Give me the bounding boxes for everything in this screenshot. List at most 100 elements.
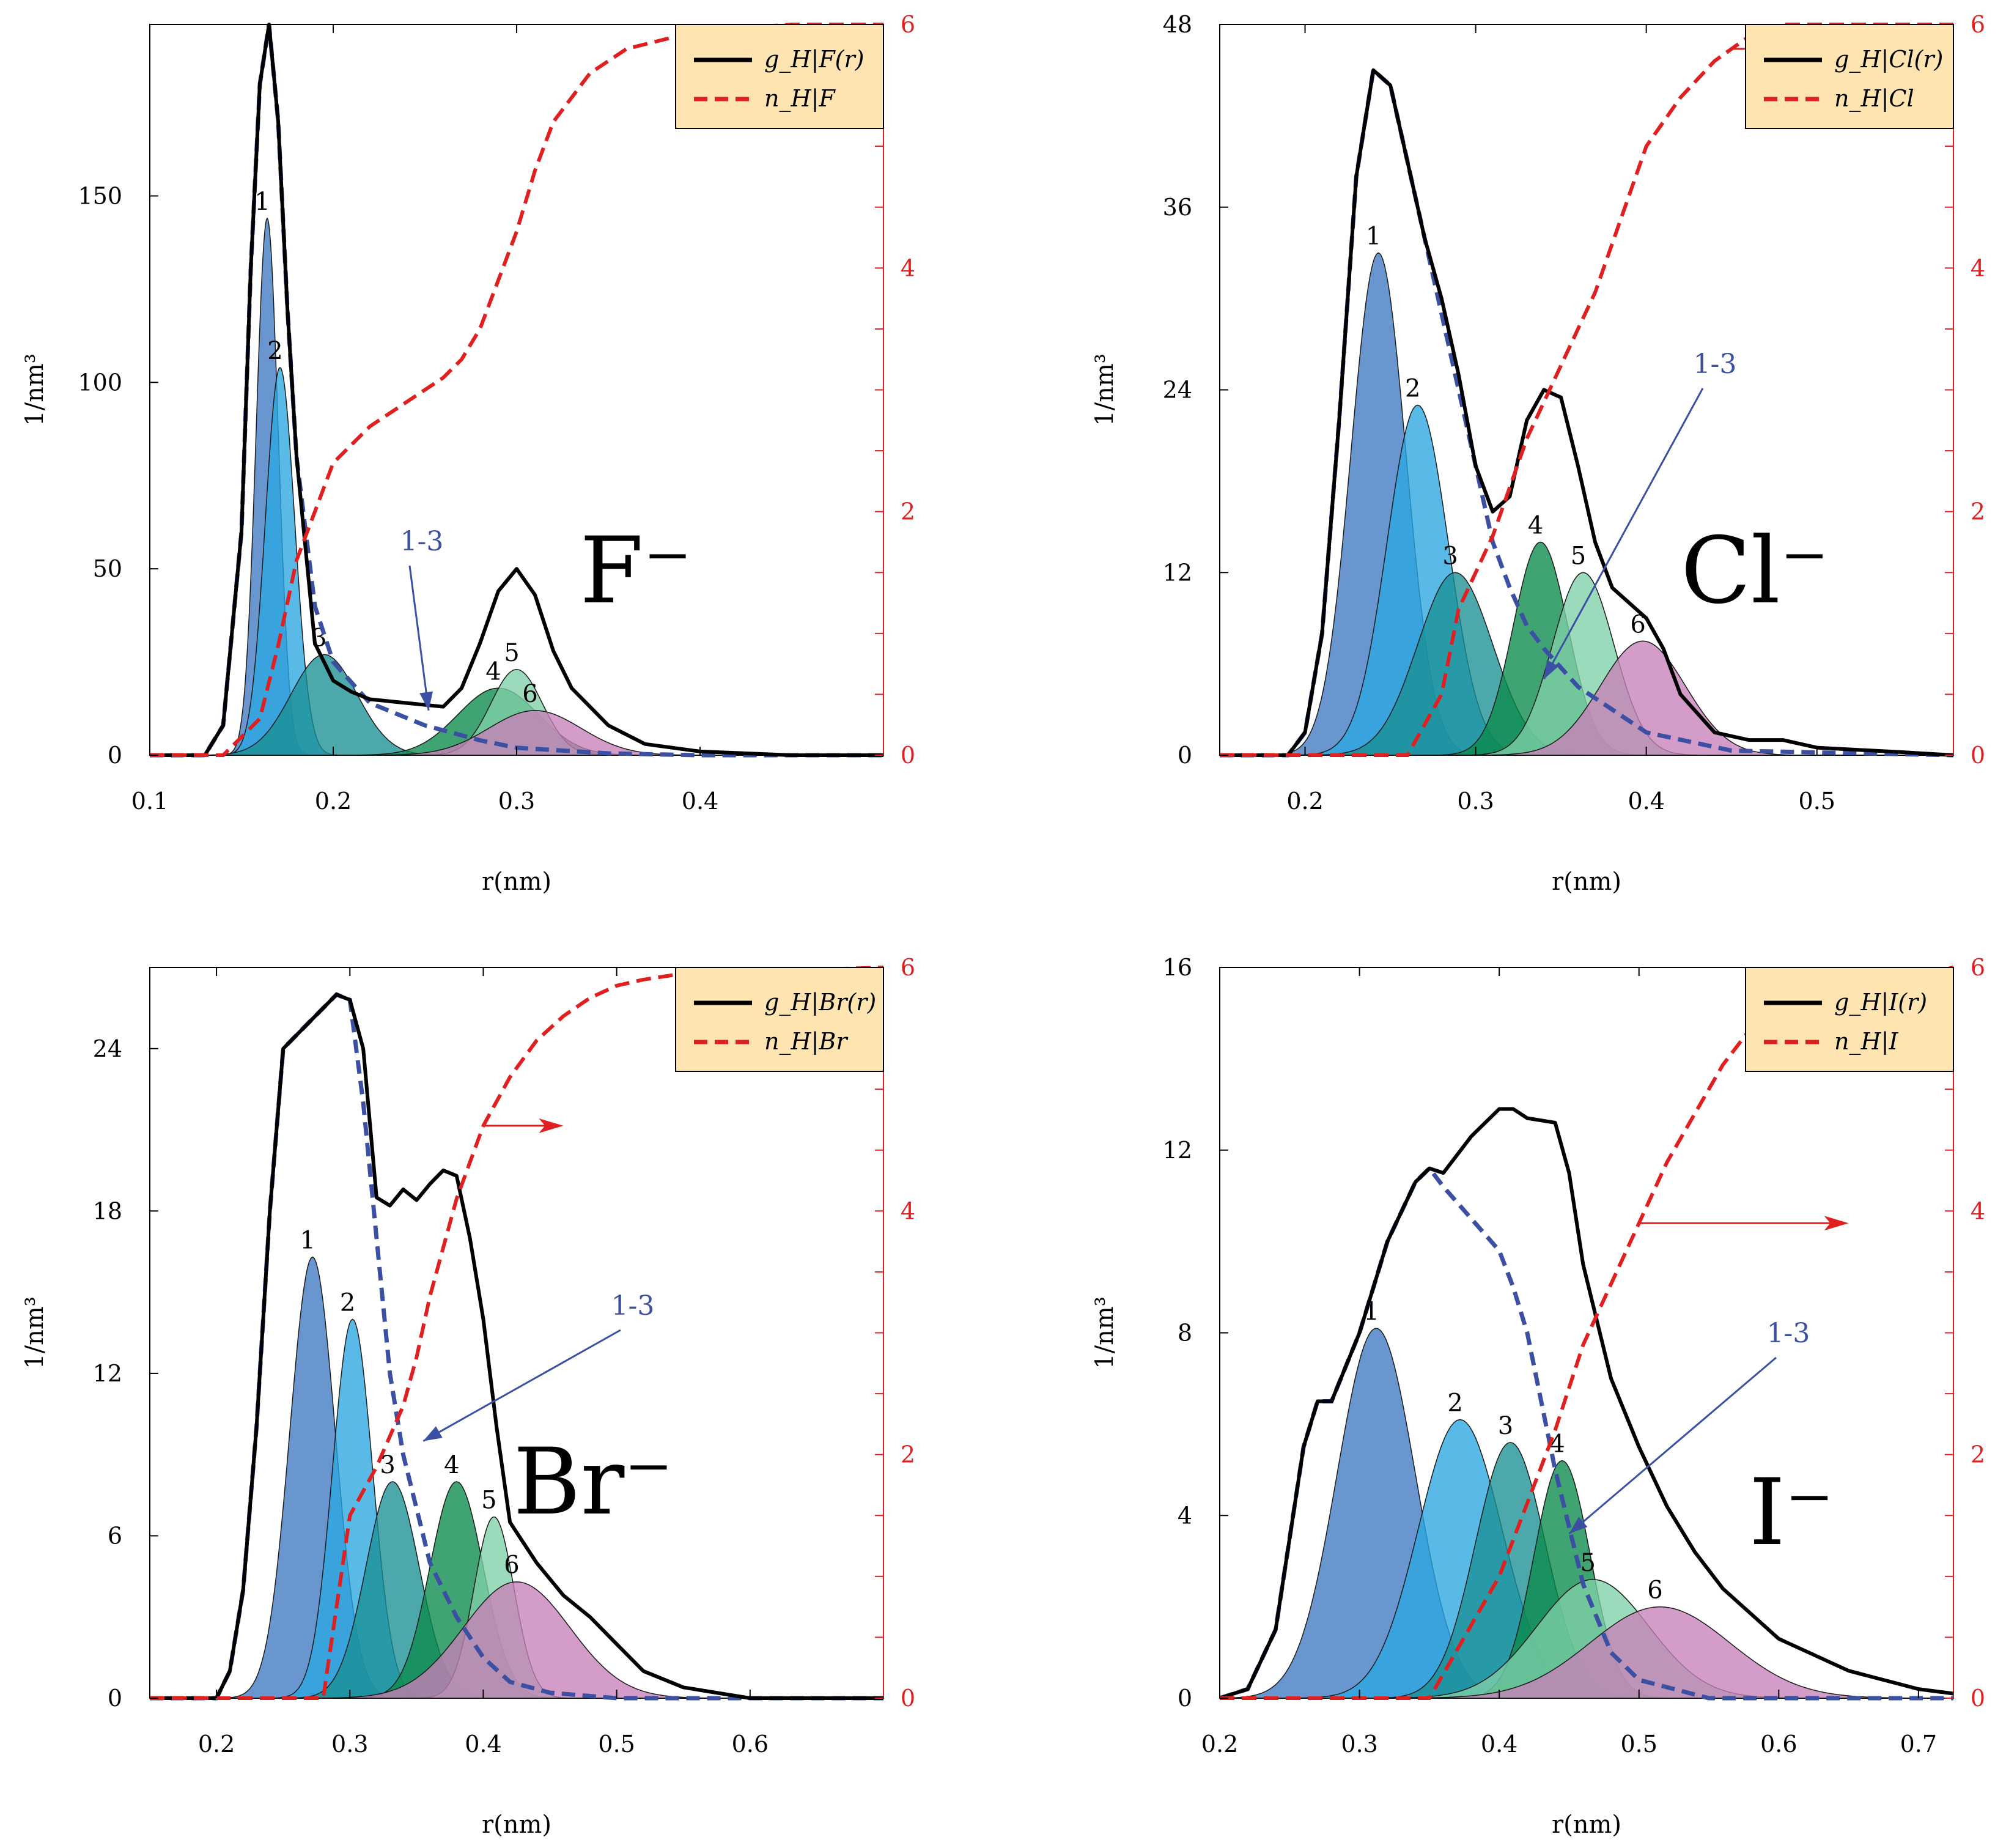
annotation-arrowhead	[423, 1426, 443, 1441]
peak-label-5: 5	[504, 639, 519, 667]
y-tick-label: 150	[78, 182, 122, 209]
y2-tick-label: 6	[1971, 11, 1985, 38]
y-tick-label: 0	[1178, 742, 1192, 769]
legend-g-label: g_H|F(r)	[764, 46, 864, 73]
legend-g-label: g_H|I(r)	[1834, 989, 1927, 1016]
annotation-1-3: 1-3	[400, 526, 444, 557]
x-tick-label: 0.3	[498, 788, 535, 815]
y-tick-label: 0	[108, 742, 122, 769]
peak-label-5: 5	[481, 1486, 496, 1514]
peak-label-2: 2	[1447, 1389, 1462, 1417]
annotation-1-3: 1-3	[1767, 1318, 1810, 1349]
annotation-1-3: 1-3	[611, 1290, 655, 1321]
legend-n-label: n_H|I	[1834, 1028, 1898, 1055]
legend-g-label: g_H|Br(r)	[764, 989, 876, 1016]
annotation-arrow	[1543, 388, 1704, 680]
y-axis-title: 1/nm³	[1091, 1296, 1119, 1369]
g-line	[150, 992, 883, 1700]
peak-label-5: 5	[1580, 1549, 1596, 1577]
legend-box	[675, 967, 884, 1072]
x-tick-label: 0.4	[465, 1731, 501, 1757]
peak-area-6	[328, 710, 742, 756]
peak-label-2: 2	[1405, 374, 1420, 402]
legend-box	[1745, 24, 1954, 129]
peak-areas	[175, 217, 742, 756]
y2-tick-label: 0	[901, 1685, 915, 1712]
annotation-arrow	[422, 1329, 621, 1442]
peak-label-2: 2	[340, 1288, 355, 1317]
y2-tick-label: 6	[1971, 954, 1985, 981]
annotation-arrowhead	[1544, 659, 1559, 679]
n-line	[150, 966, 884, 1700]
peak-area-6	[276, 1581, 757, 1699]
legend-n-label: n_H|Cl	[1834, 85, 1914, 113]
y-tick-label: 0	[108, 1685, 122, 1712]
ion-label: F⁻	[580, 518, 691, 624]
x-tick-label: 0.5	[1799, 788, 1835, 815]
peak-label-6: 6	[1647, 1576, 1662, 1605]
annotation-arrowhead	[419, 691, 433, 711]
y-tick-label: 12	[1163, 1137, 1192, 1164]
x-tick-label: 0.2	[315, 788, 352, 815]
y-axis-title: 1/nm³	[1091, 353, 1119, 426]
right-axis-arrowhead	[539, 1118, 564, 1133]
peak-label-3: 3	[1442, 542, 1458, 570]
peak-area-6	[1451, 640, 1835, 756]
x-tick-label: 0.3	[1457, 788, 1494, 815]
peak-label-4: 4	[485, 657, 501, 686]
annotation-1-3: 1-3	[1694, 349, 1737, 380]
x-axis-title: r(nm)	[482, 1811, 551, 1839]
peak-label-6: 6	[504, 1551, 519, 1580]
x-tick-label: 0.4	[1628, 788, 1664, 815]
x-tick-label: 0.5	[1620, 1731, 1657, 1757]
y2-tick-label: 0	[901, 742, 915, 769]
g-line	[1219, 1107, 1954, 1700]
y-tick-label: 4	[1178, 1502, 1192, 1529]
y2-tick-label: 0	[1971, 1685, 1985, 1712]
annotation-arrow	[408, 565, 430, 711]
y-tick-label: 18	[93, 1197, 122, 1224]
g-line	[150, 23, 883, 757]
x-axis-title: r(nm)	[1552, 1811, 1621, 1839]
y-tick-label: 6	[108, 1522, 122, 1549]
y2-tick-label: 6	[901, 954, 915, 981]
y-axis-title: 1/nm³	[21, 1296, 49, 1369]
legend: g_H|Br(r) n_H|Br	[675, 967, 884, 1072]
legend-box	[675, 24, 884, 129]
y2-tick-label: 4	[1971, 254, 1985, 281]
y2-tick-label: 0	[1971, 742, 1985, 769]
legend: g_H|Cl(r) n_H|Cl	[1745, 24, 1954, 129]
peak-label-4: 4	[1528, 511, 1543, 539]
y2-tick-label: 6	[901, 11, 915, 38]
peak-label-1: 1	[254, 188, 270, 216]
x-tick-label: 0.7	[1900, 1731, 1937, 1757]
legend-box	[1745, 967, 1954, 1072]
y-tick-label: 24	[1163, 377, 1192, 404]
peak-label-4: 4	[444, 1451, 459, 1479]
x-tick-label: 0.3	[1341, 1731, 1377, 1757]
y-tick-label: 0	[1178, 1685, 1192, 1712]
y-tick-label: 12	[93, 1360, 122, 1387]
peak-label-3: 3	[1498, 1412, 1513, 1440]
x-tick-label: 0.6	[1760, 1731, 1797, 1757]
y-tick-label: 8	[1178, 1320, 1192, 1347]
n-line	[1220, 23, 1953, 757]
peak-label-1: 1	[300, 1227, 315, 1255]
x-tick-label: 0.4	[1481, 1731, 1517, 1757]
x-tick-label: 0.2	[198, 1731, 235, 1757]
y-axis-title: 1/nm³	[21, 353, 49, 426]
y2-tick-label: 2	[1971, 1441, 1985, 1468]
x-tick-label: 0.2	[1201, 1731, 1238, 1757]
peak-areas	[1219, 1328, 1953, 1699]
y-tick-label: 24	[93, 1035, 122, 1062]
g-line	[1220, 68, 1954, 757]
right-axis-arrowhead	[1824, 1216, 1849, 1231]
x-axis-title: r(nm)	[482, 868, 551, 896]
y2-tick-label: 2	[901, 1441, 915, 1468]
peak-label-2: 2	[267, 337, 282, 365]
peak-label-6: 6	[522, 680, 537, 708]
peak-label-5: 5	[1571, 542, 1586, 570]
